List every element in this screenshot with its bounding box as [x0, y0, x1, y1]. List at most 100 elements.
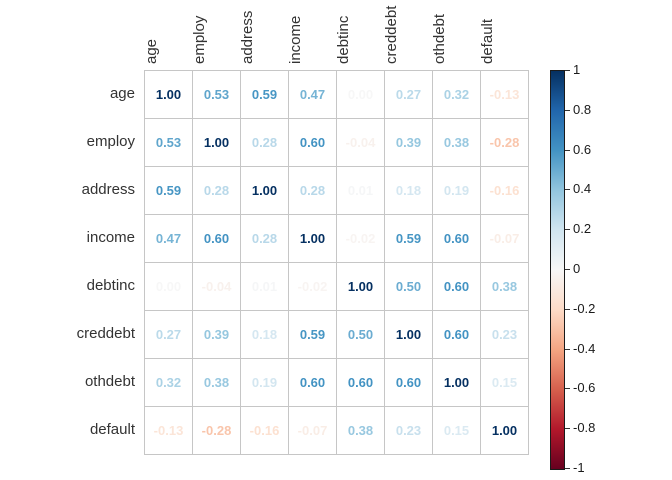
cell-value: 0.23: [395, 423, 422, 438]
cell-value: 0.18: [251, 327, 278, 342]
matrix-cell-othdebt-age: 0.32: [145, 359, 193, 407]
column-label-text: othdebt: [431, 13, 448, 64]
row-label-address: address: [81, 181, 135, 198]
cell-value: 0.50: [347, 327, 374, 342]
column-label-address: address: [239, 0, 288, 64]
cell-value: -0.07: [297, 423, 328, 438]
matrix-cell-age-employ: 0.53: [193, 71, 241, 119]
colorbar-tick-label: -0.6: [573, 380, 596, 395]
matrix-cell-othdebt-debtinc: 0.60: [337, 359, 385, 407]
correlation-grid: 1.00 0.53 0.59 0.47 0.00 0.27 0.32 -0.13 0.53 1.0…: [144, 70, 529, 455]
matrix-cell-address-debtinc: 0.01: [337, 167, 385, 215]
colorbar-tick: [565, 189, 570, 190]
cell-value: 1.00: [251, 183, 278, 198]
cell-value: 0.59: [251, 87, 278, 102]
matrix-cell-age-debtinc: 0.00: [337, 71, 385, 119]
cell-value: 0.28: [251, 135, 278, 150]
cell-value: 0.01: [347, 183, 374, 198]
matrix-cell-age-address: 0.59: [241, 71, 289, 119]
matrix-cell-default-age: -0.13: [145, 407, 193, 455]
matrix-cell-employ-default: -0.28: [481, 119, 529, 167]
cell-value: 0.32: [443, 87, 470, 102]
column-label-text: creddebt: [383, 5, 400, 64]
cell-value: 0.38: [203, 375, 230, 390]
matrix-cell-age-default: -0.13: [481, 71, 529, 119]
cell-value: -0.13: [153, 423, 184, 438]
cell-value: 0.28: [203, 183, 230, 198]
cell-value: 1.00: [491, 423, 518, 438]
matrix-cell-income-othdebt: 0.60: [433, 215, 481, 263]
cell-value: 0.59: [395, 231, 422, 246]
column-label-text: debtinc: [335, 15, 352, 64]
matrix-cell-income-debtinc: -0.02: [337, 215, 385, 263]
column-label-text: address: [239, 10, 256, 64]
cell-value: 1.00: [299, 231, 326, 246]
matrix-cell-othdebt-income: 0.60: [289, 359, 337, 407]
matrix-cell-creddebt-address: 0.18: [241, 311, 289, 359]
column-label-debtinc: debtinc: [335, 0, 384, 64]
matrix-cell-income-employ: 0.60: [193, 215, 241, 263]
colorbar-tick: [565, 110, 570, 111]
cell-value: -0.16: [489, 183, 520, 198]
colorbar-tick: [565, 150, 570, 151]
matrix-cell-income-default: -0.07: [481, 215, 529, 263]
matrix-cell-debtinc-address: 0.01: [241, 263, 289, 311]
cell-value: -0.28: [489, 135, 520, 150]
cell-value: 0.38: [491, 279, 518, 294]
matrix-cell-creddebt-age: 0.27: [145, 311, 193, 359]
matrix-cell-income-address: 0.28: [241, 215, 289, 263]
cell-value: 0.01: [251, 279, 278, 294]
cell-value: 0.00: [347, 87, 374, 102]
matrix-cell-creddebt-employ: 0.39: [193, 311, 241, 359]
cell-value: -0.16: [249, 423, 280, 438]
matrix-cell-othdebt-default: 0.15: [481, 359, 529, 407]
cell-value: 0.27: [395, 87, 422, 102]
cell-value: 0.60: [203, 231, 230, 246]
cell-value: 0.38: [347, 423, 374, 438]
matrix-cell-creddebt-income: 0.59: [289, 311, 337, 359]
colorbar-tick-label: -1: [573, 460, 585, 475]
row-label-creddebt: creddebt: [76, 325, 135, 342]
colorbar-tick-label: 0.6: [573, 142, 592, 157]
column-label-text: age: [143, 38, 160, 64]
matrix-cell-creddebt-debtinc: 0.50: [337, 311, 385, 359]
matrix-cell-income-age: 0.47: [145, 215, 193, 263]
cell-value: 0.59: [155, 183, 182, 198]
row-label-default: default: [89, 421, 135, 438]
matrix-cell-employ-debtinc: -0.04: [337, 119, 385, 167]
cell-value: 0.53: [203, 87, 230, 102]
matrix-cell-address-income: 0.28: [289, 167, 337, 215]
matrix-cell-creddebt-default: 0.23: [481, 311, 529, 359]
matrix-cell-debtinc-default: 0.38: [481, 263, 529, 311]
matrix-cell-default-employ: -0.28: [193, 407, 241, 455]
column-label-text: income: [287, 15, 304, 64]
cell-value: 0.39: [203, 327, 230, 342]
matrix-cell-default-income: -0.07: [289, 407, 337, 455]
cell-value: 0.47: [299, 87, 326, 102]
cell-value: 0.28: [251, 231, 278, 246]
cell-value: 1.00: [347, 279, 374, 294]
matrix-cell-address-employ: 0.28: [193, 167, 241, 215]
colorbar-tick: [565, 70, 570, 71]
cell-value: 0.23: [491, 327, 518, 342]
colorbar-tick-label: 0.2: [573, 221, 592, 236]
cell-value: -0.07: [489, 231, 520, 246]
cell-value: 0.59: [299, 327, 326, 342]
cell-value: 1.00: [395, 327, 422, 342]
colorbar-tick: [565, 388, 570, 389]
colorbar-tick-label: 0.8: [573, 102, 592, 117]
colorbar-tick-label: -0.4: [573, 341, 596, 356]
matrix-cell-address-othdebt: 0.19: [433, 167, 481, 215]
matrix-cell-address-creddebt: 0.18: [385, 167, 433, 215]
colorbar-tick: [565, 269, 570, 270]
cell-value: 0.15: [491, 375, 518, 390]
matrix-cell-age-othdebt: 0.32: [433, 71, 481, 119]
cell-value: 0.18: [395, 183, 422, 198]
row-label-employ: employ: [86, 133, 135, 150]
matrix-cell-debtinc-income: -0.02: [289, 263, 337, 311]
matrix-cell-othdebt-employ: 0.38: [193, 359, 241, 407]
matrix-cell-debtinc-othdebt: 0.60: [433, 263, 481, 311]
matrix-cell-default-creddebt: 0.23: [385, 407, 433, 455]
cell-value: -0.02: [345, 231, 376, 246]
